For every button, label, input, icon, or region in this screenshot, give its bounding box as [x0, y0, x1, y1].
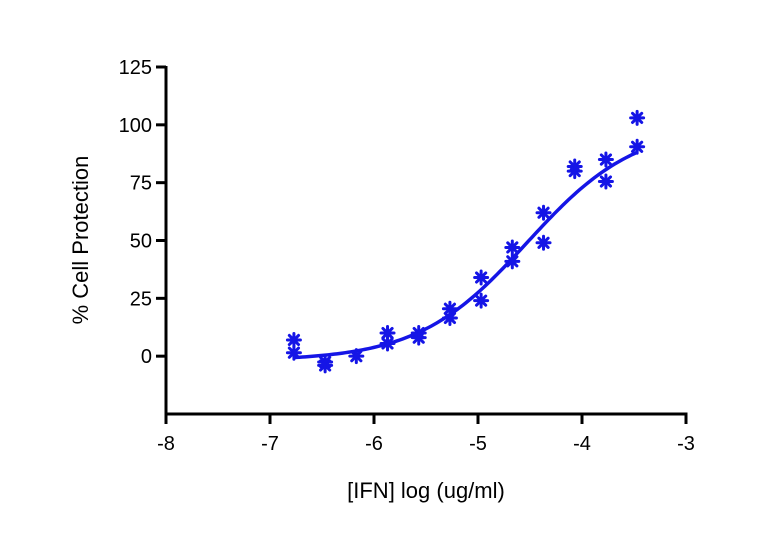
y-tick-label: 100 — [119, 115, 152, 137]
y-tick-label: 25 — [130, 288, 152, 310]
x-tick-label: -4 — [573, 433, 591, 455]
y-axis: 0 25 50 75 100 125 — [119, 57, 168, 414]
data-point — [504, 239, 521, 256]
x-tick-label: -3 — [677, 433, 695, 455]
x-tick-label: -8 — [157, 433, 175, 455]
data-point — [629, 138, 646, 155]
fit-curve — [293, 150, 638, 360]
data-points — [285, 109, 646, 374]
data-point — [473, 292, 490, 309]
data-point — [348, 348, 365, 365]
y-tick-label: 125 — [119, 57, 152, 79]
x-tick-label: -6 — [365, 433, 383, 455]
data-point — [535, 234, 552, 251]
x-axis: -8 -7 -6 -5 -4 -3 — [157, 412, 695, 455]
data-point — [285, 344, 302, 361]
data-point — [597, 173, 614, 190]
data-point — [379, 335, 396, 352]
x-tick-label: -5 — [469, 433, 487, 455]
data-point — [535, 204, 552, 221]
y-tick-label: 0 — [141, 346, 152, 368]
data-point — [504, 253, 521, 270]
y-tick-label: 50 — [130, 231, 152, 253]
data-point — [317, 353, 334, 370]
y-tick-label: 75 — [130, 173, 152, 195]
y-axis-title: % Cell Protection — [68, 156, 93, 325]
x-axis-title: [IFN] log (ug/ml) — [347, 478, 505, 503]
x-tick-label: -7 — [261, 433, 279, 455]
data-point — [629, 109, 646, 126]
data-point — [441, 310, 458, 326]
data-point — [597, 151, 614, 168]
data-point — [410, 329, 427, 346]
data-point — [473, 269, 490, 286]
data-point — [285, 331, 302, 348]
data-point — [566, 163, 583, 180]
